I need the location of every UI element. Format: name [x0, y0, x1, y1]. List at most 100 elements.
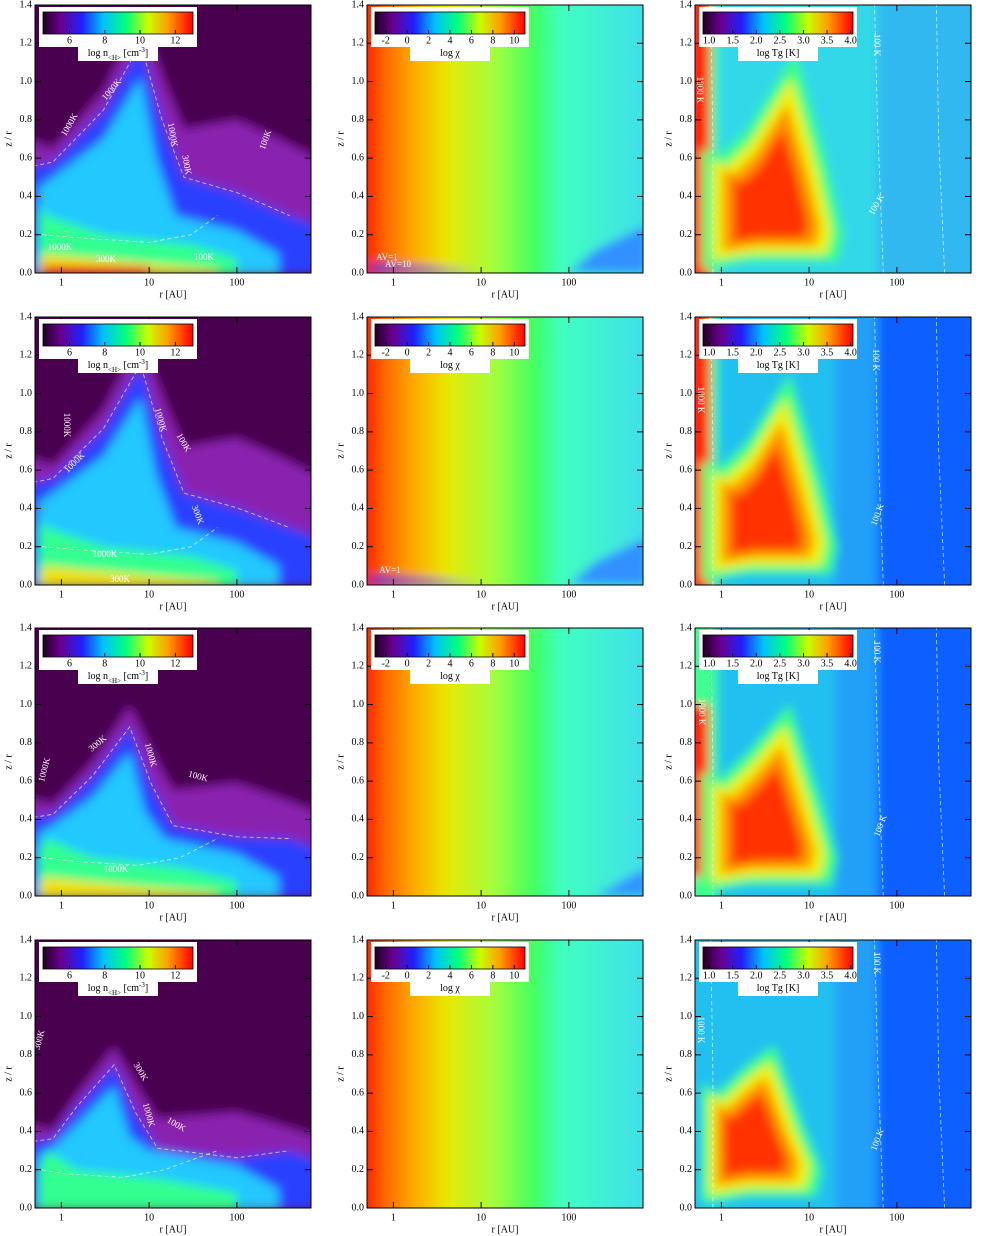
contour-line	[874, 628, 884, 896]
y-tick-label: 0.2	[20, 229, 33, 240]
colorbar-label-box	[410, 980, 490, 996]
contour-line	[874, 317, 884, 585]
contour-label: 1000 K	[695, 77, 705, 104]
colorbar-tick-label: 3.5	[821, 970, 834, 981]
y-tick-label: 0.4	[680, 503, 693, 514]
colorbar	[42, 323, 194, 347]
colorbar-tick-label: 6	[469, 35, 474, 46]
y-tick-label: 1.2	[680, 350, 693, 361]
density-level	[36, 397, 279, 585]
y-tick-label: 0.6	[680, 775, 693, 786]
plot-frame	[34, 316, 312, 586]
colorbar-label-box	[738, 980, 818, 996]
y-tick-label: 0.2	[352, 1164, 365, 1175]
contour-line	[936, 940, 945, 1208]
x-tick-label: 1	[391, 277, 396, 288]
y-tick-label: 0.8	[352, 737, 365, 748]
colorbar-tick-label: -2	[382, 35, 390, 46]
colorbar-tick-label: 8	[102, 970, 107, 981]
colorbar-label-part: -3	[139, 669, 145, 677]
y-tick-label: 0.4	[20, 814, 33, 825]
density-level	[36, 77, 279, 273]
y-tick-label: 0.2	[20, 852, 33, 863]
colorbar-label-box	[738, 357, 818, 373]
y-tick-label: 0.8	[20, 114, 33, 125]
colorbar-tick-label: 2	[426, 35, 431, 46]
y-tick-label: 0.6	[352, 775, 365, 786]
colorbar-tick-label: 8	[102, 35, 107, 46]
x-tick-label: 100	[561, 900, 576, 911]
contour-label: 1000K	[104, 864, 129, 874]
y-tick-label: 0.2	[680, 229, 693, 240]
y-axis-label: z / r	[335, 443, 346, 459]
colorbar-label-part: log n	[88, 983, 108, 994]
y-tick-label: 0.8	[20, 426, 33, 437]
y-tick-label: 0.0	[352, 890, 365, 901]
y-tick-label: 1.2	[352, 661, 365, 672]
cold-region	[877, 628, 971, 896]
y-tick-label: 1.2	[352, 973, 365, 984]
chi-low	[568, 539, 643, 585]
y-tick-label: 0.2	[352, 229, 365, 240]
x-tick-label: 10	[804, 277, 814, 288]
y-tick-label: 1.0	[20, 76, 33, 87]
colorbar-label-part: log n	[88, 671, 108, 682]
x-axis-label: r [AU]	[820, 289, 847, 300]
y-axis-label: z / r	[3, 1066, 14, 1082]
y-tick-label: 1.0	[352, 1011, 365, 1022]
x-tick-label: 1	[59, 900, 64, 911]
x-tick-label: 1	[391, 1212, 396, 1223]
contour-line	[35, 726, 290, 839]
colorbar-label: log Tg [K]	[757, 360, 800, 371]
x-tick-label: 10	[476, 277, 486, 288]
y-axis-label: z / r	[335, 754, 346, 770]
y-tick-label: 1.2	[680, 661, 693, 672]
contour-label: AV=1	[376, 252, 397, 262]
x-tick-label: 100	[889, 1212, 904, 1223]
x-tick-label: 1	[719, 277, 724, 288]
x-axis-label: r [AU]	[820, 1224, 847, 1235]
x-tick-label: 100	[229, 1212, 244, 1223]
density-level	[39, 565, 218, 585]
colorbar-label: log n<H> [cm-3]	[88, 669, 148, 685]
contour-line	[936, 5, 945, 273]
contour-label: 300K	[180, 154, 193, 176]
colorbar-label: log χ	[440, 48, 460, 59]
density-level	[39, 876, 218, 896]
contour-label: 1000K	[93, 549, 118, 559]
y-axis-label: z / r	[335, 131, 346, 147]
chi-low	[370, 575, 482, 585]
density-level	[38, 520, 237, 585]
y-tick-label: 0.6	[20, 464, 33, 475]
contour-line	[41, 838, 218, 866]
contour-label: 100 K	[871, 349, 881, 372]
y-tick-label: 0.8	[20, 737, 33, 748]
x-tick-label: 1	[391, 589, 396, 600]
colorbar-label-part: log χ	[440, 48, 460, 59]
colorbar-label: log χ	[440, 671, 460, 682]
y-tick-label: 0.8	[20, 1049, 33, 1060]
colorbar-tick-label: 4.0	[844, 347, 857, 358]
x-axis-label: r [AU]	[160, 601, 187, 612]
temperature-level	[731, 767, 802, 865]
y-tick-label: 0.8	[352, 426, 365, 437]
field	[695, 628, 971, 896]
contour-label: 1000K	[62, 413, 72, 438]
y-tick-label: 0.0	[680, 890, 693, 901]
contour-label: 300K	[96, 254, 117, 264]
colorbar-label-part: ]	[145, 360, 148, 371]
x-tick-label: 100	[229, 277, 244, 288]
y-tick-label: 0.0	[20, 1202, 33, 1213]
cold-region	[877, 940, 971, 1208]
y-tick-label: 0.4	[680, 1126, 693, 1137]
y-tick-label: 0.6	[352, 152, 365, 163]
y-tick-label: 1.0	[680, 699, 693, 710]
density-level	[38, 1150, 237, 1208]
colorbar-tick-label: 8	[490, 35, 495, 46]
cold-region	[877, 5, 971, 273]
colorbar	[702, 11, 854, 35]
